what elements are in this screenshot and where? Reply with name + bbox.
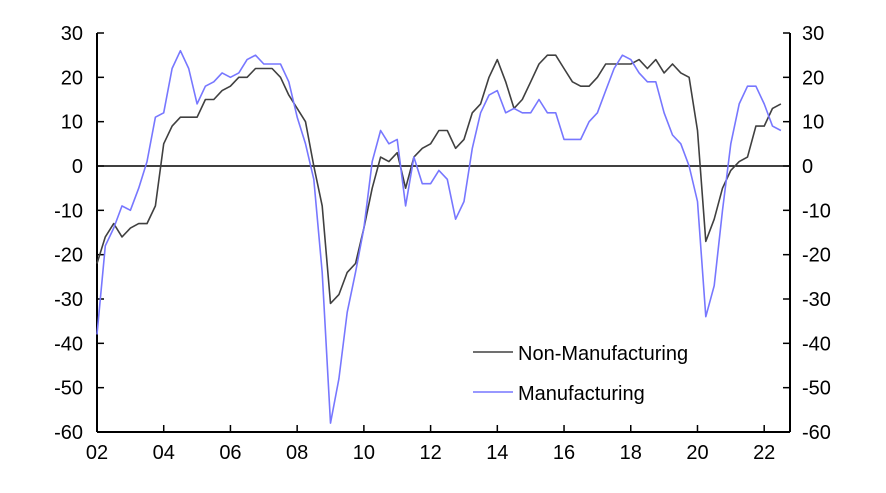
right-y-tick-label: 0	[802, 156, 813, 178]
left-y-tick-label: -40	[54, 333, 83, 355]
series-line-non-manufacturing	[96, 54, 782, 305]
right-y-tick-label: 30	[802, 23, 824, 45]
left-y-tick-label: -60	[54, 422, 83, 444]
left-y-tick-label: -30	[54, 289, 83, 311]
left-y-tick-label: 20	[61, 67, 83, 89]
right-y-tick-label: 10	[802, 112, 824, 134]
right-y-tick-label: -50	[802, 378, 831, 400]
x-tick-label: 10	[353, 442, 375, 464]
x-tick-label: 08	[286, 442, 308, 464]
left-y-tick-label: 0	[72, 156, 83, 178]
series-line-manufacturing	[96, 49, 782, 424]
x-tick-label: 04	[153, 442, 175, 464]
right-y-tick-label: -60	[802, 422, 831, 444]
x-tick-label: 02	[86, 442, 108, 464]
legend-label: Non-Manufacturing	[518, 343, 688, 365]
left-y-tick-label: -20	[54, 245, 83, 267]
x-tick-label: 22	[753, 442, 775, 464]
right-y-tick-label: 20	[802, 67, 824, 89]
left-y-tick-label: 30	[61, 23, 83, 45]
x-tick-label: 12	[419, 442, 441, 464]
right-y-tick-label: -30	[802, 289, 831, 311]
left-y-tick-label: 10	[61, 112, 83, 134]
right-y-tick-label: -10	[802, 200, 831, 222]
x-tick-label: 14	[486, 442, 508, 464]
legend-label: Manufacturing	[518, 383, 645, 405]
x-tick-label: 16	[553, 442, 575, 464]
x-tick-label: 20	[686, 442, 708, 464]
right-y-tick-label: -20	[802, 245, 831, 267]
left-y-tick-label: -50	[54, 378, 83, 400]
right-y-tick-label: -40	[802, 333, 831, 355]
x-tick-label: 06	[219, 442, 241, 464]
x-tick-label: 18	[620, 442, 642, 464]
left-y-tick-label: -10	[54, 200, 83, 222]
